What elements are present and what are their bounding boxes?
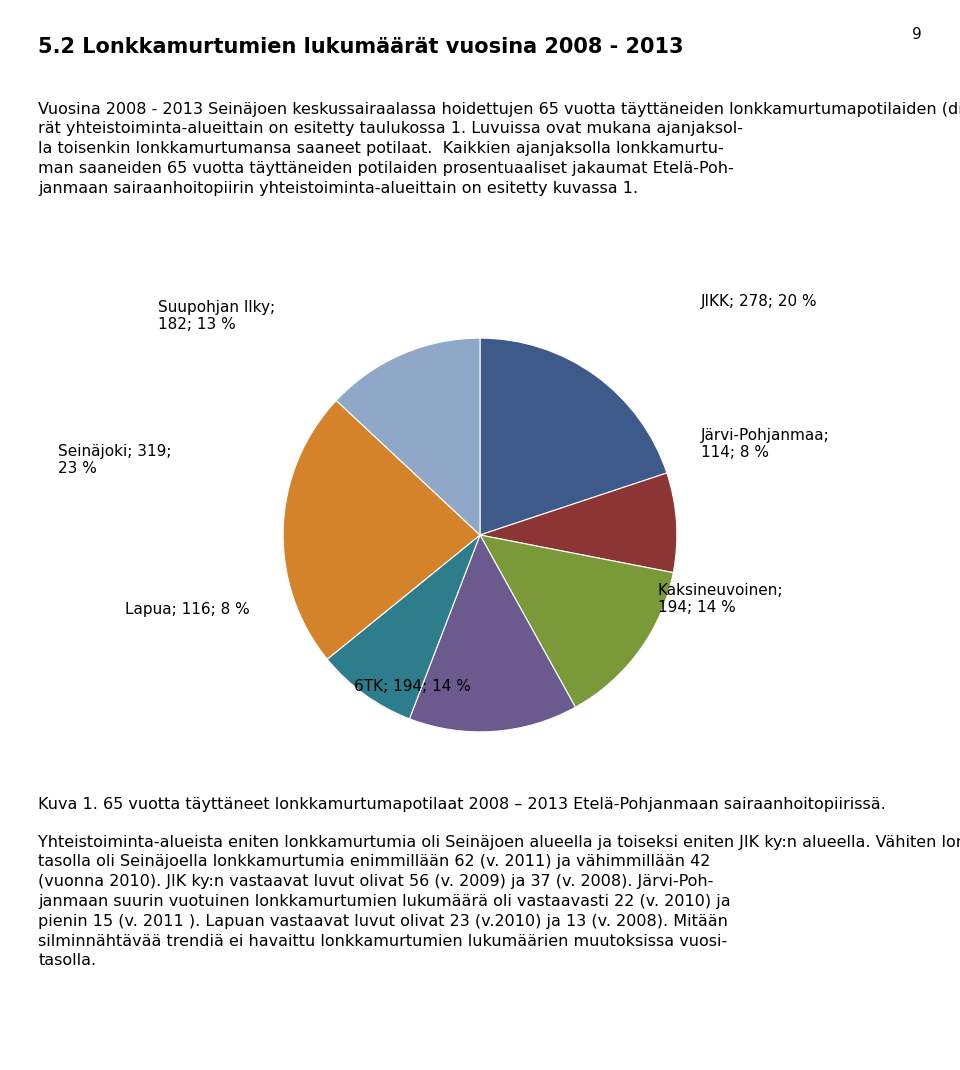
Text: JIKK; 278; 20 %: JIKK; 278; 20 % [701, 294, 817, 309]
Wedge shape [283, 400, 480, 659]
Wedge shape [409, 535, 575, 732]
Wedge shape [480, 473, 677, 572]
Text: Kuva 1. 65 vuotta täyttäneet lonkkamurtumapotilaat 2008 – 2013 Etelä-Pohjanmaan : Kuva 1. 65 vuotta täyttäneet lonkkamurtu… [38, 797, 886, 812]
Text: 9: 9 [912, 27, 922, 42]
Text: Kaksineuvoinen;
194; 14 %: Kaksineuvoinen; 194; 14 % [658, 583, 783, 615]
Wedge shape [336, 338, 480, 535]
Text: Seinäjoki; 319;
23 %: Seinäjoki; 319; 23 % [58, 444, 171, 476]
Text: 5.2 Lonkkamurtumien lukumäärät vuosina 2008 - 2013: 5.2 Lonkkamurtumien lukumäärät vuosina 2… [38, 37, 684, 58]
Text: Vuosina 2008 - 2013 Seinäjoen keskussairaalassa hoidettujen 65 vuotta täyttäneid: Vuosina 2008 - 2013 Seinäjoen keskussair… [38, 102, 960, 196]
Text: Yhteistoiminta-alueista eniten lonkkamurtumia oli Seinäjoen alueella ja toiseksi: Yhteistoiminta-alueista eniten lonkkamur… [38, 835, 960, 968]
Wedge shape [480, 338, 667, 535]
Text: Suupohjan Ilky;
182; 13 %: Suupohjan Ilky; 182; 13 % [158, 300, 276, 332]
Wedge shape [327, 535, 480, 719]
Text: 6TK; 194; 14 %: 6TK; 194; 14 % [354, 679, 471, 694]
Text: Järvi-Pohjanmaa;
114; 8 %: Järvi-Pohjanmaa; 114; 8 % [701, 428, 829, 460]
Wedge shape [480, 535, 673, 707]
Text: Lapua; 116; 8 %: Lapua; 116; 8 % [125, 602, 250, 617]
